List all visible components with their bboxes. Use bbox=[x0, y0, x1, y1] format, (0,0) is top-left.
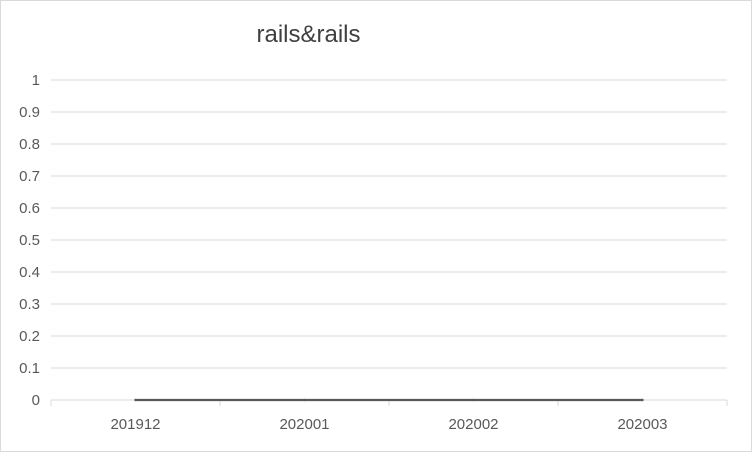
x-tick-label-3: 202003 bbox=[617, 416, 667, 433]
y-tick-label-5: 0.5 bbox=[19, 232, 40, 249]
y-tick-label-2: 0.2 bbox=[19, 328, 40, 345]
y-tick-label-7: 0.7 bbox=[19, 168, 40, 185]
data-point-0-3 bbox=[641, 398, 644, 402]
y-tick-label-8: 0.8 bbox=[19, 136, 40, 153]
y-tick-label-10: 1 bbox=[32, 72, 40, 89]
x-tick-label-1: 202001 bbox=[279, 416, 329, 433]
y-tick-label-4: 0.4 bbox=[19, 264, 40, 281]
x-tick-label-0: 201912 bbox=[110, 416, 160, 433]
y-tick-label-6: 0.6 bbox=[19, 200, 40, 217]
x-tick-label-2: 202002 bbox=[448, 416, 498, 433]
y-tick-label-9: 0.9 bbox=[19, 104, 40, 121]
data-point-0-2 bbox=[472, 398, 475, 402]
y-tick-label-0: 0 bbox=[32, 392, 40, 409]
chart-title: rails&rails bbox=[256, 21, 361, 48]
y-tick-label-3: 0.3 bbox=[19, 296, 40, 313]
y-tick-label-1: 0.1 bbox=[19, 360, 40, 377]
data-point-0-1 bbox=[303, 398, 306, 402]
data-point-0-0 bbox=[134, 398, 137, 402]
